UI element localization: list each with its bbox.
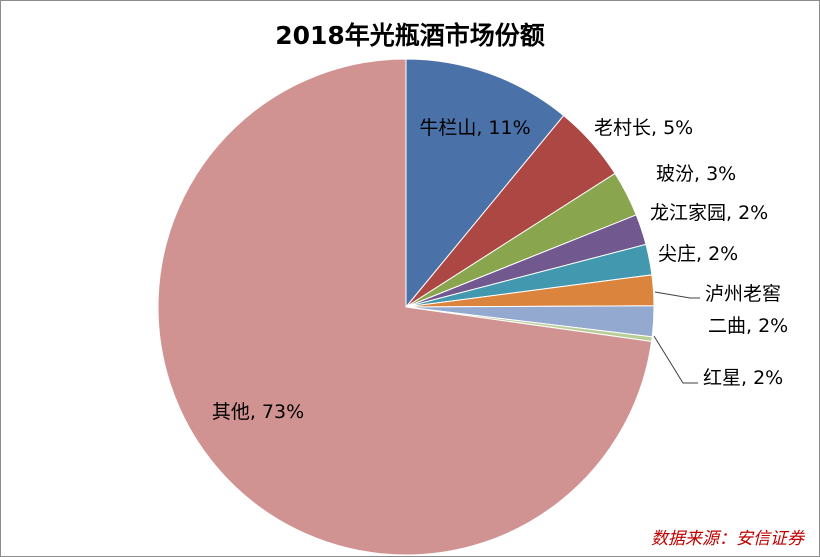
slice-label-1: 牛栏山, 11% [419,117,530,139]
leader-line-8 [653,335,698,384]
slice-label-3: 玻汾, 3% [656,163,736,185]
slice-label-9: 其他, 73% [212,401,304,423]
chart-title: 2018年光瓶酒市场份额 [275,21,545,50]
slice-label-6: 泸州老窖 [705,283,781,305]
pie-slice-9 [157,58,653,556]
leader-line-6 [654,291,700,299]
slice-label-2: 老村长, 5% [594,117,693,139]
source-note: 数据来源：安信证券 [651,529,804,549]
slice-label-7: 二曲, 2% [708,315,788,337]
slice-label-8: 红星, 2% [703,367,783,389]
slice-label-4: 龙江家园, 2% [650,202,768,224]
pie-slice-1 [405,58,565,309]
slice-label-5: 尖庄, 2% [658,243,738,265]
